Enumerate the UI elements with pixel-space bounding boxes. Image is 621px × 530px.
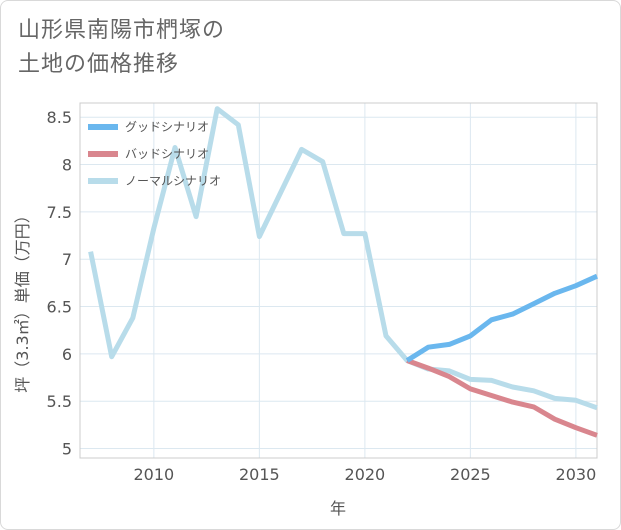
x-axis-label: 年 [330, 499, 346, 518]
series-line-2 [88, 106, 598, 411]
legend-label-2: ノーマルシナリオ [125, 174, 221, 188]
title-line-1: 山形県南陽市椚塚の [18, 18, 226, 43]
x-tick-label: 2010 [133, 465, 174, 484]
y-tick-label: 8.5 [47, 108, 72, 127]
y-tick-label: 6 [62, 345, 72, 364]
x-tick-label: 2020 [345, 465, 386, 484]
y-axis-label: 坪（3.3㎡）単価（万円） [13, 207, 32, 392]
plot-area-border [79, 102, 598, 459]
tick-labels: 5 5.5 6 6.5 7 7.5 8 8.5 2010 2015 2020 2025 2030 [47, 108, 597, 484]
x-tick-label: 2025 [450, 465, 491, 484]
grid [80, 103, 597, 458]
y-tick-label: 7 [62, 250, 72, 269]
y-tick-label: 6.5 [47, 298, 72, 317]
series-layer [88, 106, 599, 438]
y-tick-label: 8 [62, 156, 72, 175]
series-line-1 [406, 358, 598, 438]
y-tick-label: 5.5 [47, 392, 72, 411]
x-tick-label: 2030 [556, 465, 597, 484]
legend-label-1: バッドシナリオ [125, 147, 209, 161]
y-tick-label: 5 [62, 440, 72, 459]
title-line-2: 土地の価格推移 [18, 52, 180, 77]
series-line-0 [405, 273, 599, 363]
y-tick-label: 7.5 [47, 203, 72, 222]
x-tick-label: 2015 [239, 465, 280, 484]
legend-label-0: グッドシナリオ [125, 120, 209, 134]
chart-title: 山形県南陽市椚塚の 土地の価格推移 [18, 14, 438, 82]
